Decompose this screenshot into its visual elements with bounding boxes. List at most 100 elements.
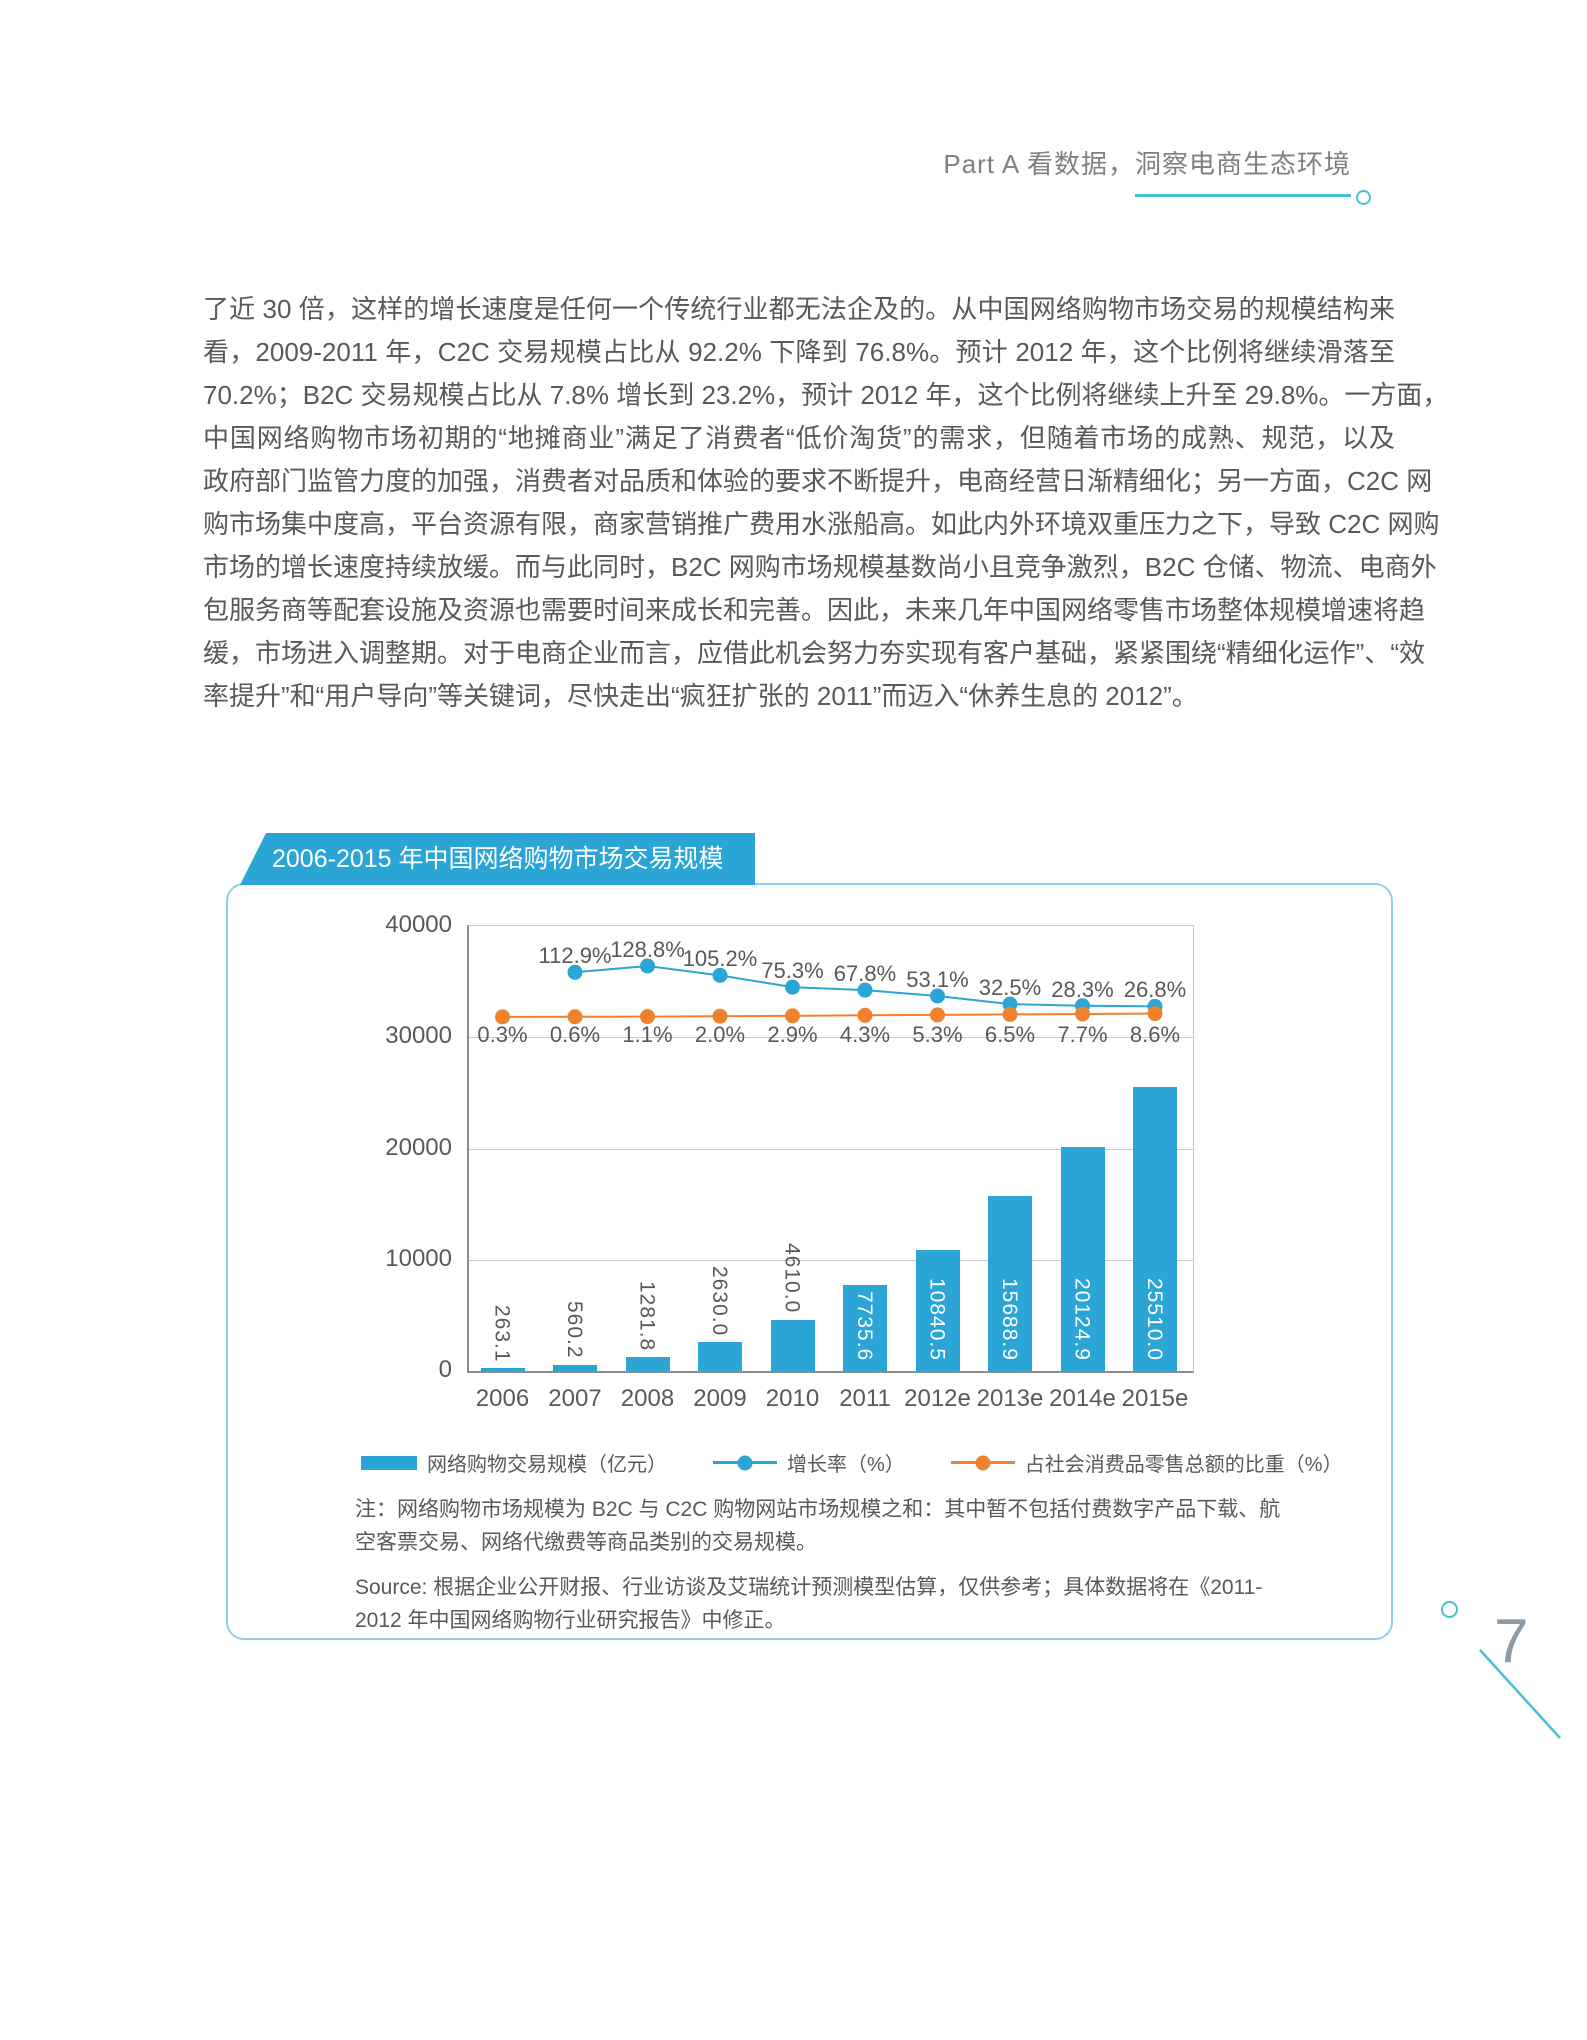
bar-value-label: 7735.6 bbox=[853, 1290, 876, 1361]
retail-share-point bbox=[640, 1009, 655, 1025]
page-number: 7 bbox=[1494, 1607, 1529, 1676]
bar-value-label: 2630.0 bbox=[708, 1265, 731, 1336]
retail-share-point bbox=[495, 1009, 510, 1025]
growth-rate-point bbox=[640, 958, 655, 974]
bar-2011 bbox=[843, 1284, 887, 1371]
paragraph-line: 缓，市场进入调整期。对于电商企业而言，应借此机会努力夯实现有客户基础，紧紧围绕“… bbox=[203, 638, 1425, 668]
legend-item-retail-share: 占社会消费品零售总额的比重（%） bbox=[950, 1448, 1343, 1477]
retail-share-point bbox=[1002, 1006, 1018, 1022]
paragraph-line: 政府部门监管力度的加强，消费者对品质和体验的要求不断提升，电商经营日渐精细化；另… bbox=[203, 466, 1433, 496]
gridline bbox=[469, 1148, 1193, 1150]
header-title-prefix: Part A 看数据， bbox=[943, 149, 1135, 179]
legend-label: 增长率（%） bbox=[787, 1454, 905, 1476]
bar-value-label: 4610.0 bbox=[780, 1243, 804, 1314]
legend-label: 网络购物交易规模（亿元） bbox=[427, 1454, 667, 1476]
x-axis-label: 2010 bbox=[765, 1385, 820, 1412]
chart-title-banner: 2006-2015 年中国网络购物市场交易规模 bbox=[240, 833, 755, 885]
bar-value-label: 25510.0 bbox=[1143, 1278, 1166, 1361]
growth-rate-point bbox=[1002, 996, 1018, 1012]
pct-label: 7.7% bbox=[1057, 1022, 1108, 1047]
pct-label: 0.3% bbox=[477, 1022, 528, 1047]
bar-value-label: 20124.9 bbox=[1070, 1278, 1094, 1361]
retail-share-point bbox=[930, 1007, 945, 1023]
growth-rate-point bbox=[930, 988, 945, 1004]
paragraph-line: 了近 30 倍，这样的增长速度是任何一个传统行业都无法企及的。从中国网络购物市场… bbox=[203, 294, 1395, 324]
paragraph-line: 看，2009-2011 年，C2C 交易规模占比从 92.2% 下降到 76.8… bbox=[203, 337, 1395, 367]
pct-label: 6.5% bbox=[984, 1022, 1036, 1047]
bar-value-label: 1281.8 bbox=[635, 1280, 659, 1351]
header-decoration-circle bbox=[1356, 190, 1371, 205]
x-axis-label: 2009 bbox=[693, 1385, 747, 1412]
bar-2007 bbox=[553, 1364, 597, 1371]
y-axis-tick-label: 0 bbox=[438, 1356, 452, 1383]
bar-2008 bbox=[625, 1356, 670, 1371]
legend-item-growth-rate: 增长率（%） bbox=[713, 1448, 905, 1477]
bar-value-label: 10840.5 bbox=[925, 1278, 949, 1361]
retail-share-point bbox=[712, 1008, 728, 1024]
pct-label: 26.8% bbox=[1123, 977, 1187, 1003]
line-dot-swatch-icon bbox=[713, 1455, 777, 1470]
chart-note: 注：网络购物市场规模为 B2C 与 C2C 购物网站市场规模之和：其中暂不包括付… bbox=[355, 1498, 1281, 1554]
x-axis-label: 2014e bbox=[1049, 1385, 1116, 1412]
chart-card: 0 10000 20000 30000 40000 263.1 2006 560.2 2007 1… bbox=[226, 883, 1393, 1640]
pct-label: 75.3% bbox=[761, 958, 824, 984]
paragraph-line: 购市场集中度高，平台资源有限，商家营销推广费用水涨船高。如此内外环境双重压力之下… bbox=[203, 509, 1440, 539]
gridline bbox=[469, 1037, 1193, 1039]
x-axis-label: 2006 bbox=[475, 1385, 530, 1412]
pct-label: 128.8% bbox=[610, 936, 685, 962]
chart-legend: 网络购物交易规模（亿元） 增长率（%） 占社会消费品零售总额的比重（%） bbox=[361, 1448, 1343, 1477]
footer-decoration-circle bbox=[1441, 1601, 1458, 1618]
retail-share-point bbox=[785, 1008, 800, 1024]
paragraph-line: 市场的增长速度持续放缓。而与此同时，B2C 网购市场规模基数尚小且竞争激烈，B2… bbox=[203, 552, 1437, 582]
pct-label: 2.9% bbox=[767, 1022, 818, 1047]
pct-label: 28.3% bbox=[1051, 976, 1114, 1002]
legend-label: 占社会消费品零售总额的比重（%） bbox=[1024, 1454, 1343, 1476]
bar-swatch-icon bbox=[361, 1455, 417, 1470]
y-axis-tick-label: 20000 bbox=[385, 1133, 452, 1161]
pct-label: 32.5% bbox=[978, 975, 1042, 1001]
bar-value-label: 560.2 bbox=[563, 1301, 586, 1359]
retail-share-point bbox=[567, 1009, 583, 1025]
bar-2009 bbox=[698, 1341, 742, 1371]
y-axis-tick-label: 30000 bbox=[385, 1022, 452, 1050]
bar-2010 bbox=[770, 1319, 815, 1371]
line-series-canvas bbox=[495, 958, 1163, 1025]
header-title-accent: 洞察电商生态环境 bbox=[1134, 144, 1351, 197]
legend-item-bar-series: 网络购物交易规模（亿元） bbox=[361, 1448, 667, 1477]
retail-share-point bbox=[857, 1007, 873, 1023]
retail-share-point bbox=[1075, 1006, 1090, 1022]
bar-value-label: 15688.9 bbox=[998, 1278, 1021, 1361]
pct-label: 67.8% bbox=[833, 961, 897, 987]
growth-rate-point bbox=[567, 964, 583, 980]
bar-2015e bbox=[1133, 1087, 1177, 1371]
body-paragraph: 了近 30 倍，这样的增长速度是任何一个传统行业都无法企及的。从中国网络购物市场… bbox=[203, 288, 1449, 718]
retail-share-point bbox=[1147, 1006, 1163, 1022]
bar-2014e bbox=[1060, 1147, 1105, 1371]
footer-decoration-line bbox=[1479, 1649, 1561, 1739]
line-dot-swatch-icon bbox=[950, 1455, 1015, 1470]
page-header: Part A 看数据，洞察电商生态环境 bbox=[943, 144, 1371, 205]
growth-rate-point bbox=[785, 979, 800, 995]
x-axis-label: 2015e bbox=[1121, 1385, 1189, 1412]
x-axis-label: 2011 bbox=[839, 1385, 891, 1412]
pct-label: 1.1% bbox=[622, 1022, 673, 1047]
growth-rate-point bbox=[857, 982, 873, 998]
pct-label: 105.2% bbox=[682, 946, 758, 972]
x-axis-label: 2012e bbox=[904, 1385, 971, 1412]
pct-label: 2.0% bbox=[694, 1022, 746, 1047]
x-axis-label: 2008 bbox=[620, 1385, 675, 1412]
x-axis-label: 2013e bbox=[976, 1385, 1044, 1412]
paragraph-line: 70.2%；B2C 交易规模占比从 7.8% 增长到 23.2%，预计 2012… bbox=[203, 380, 1449, 410]
pct-label: 5.3% bbox=[912, 1022, 963, 1047]
paragraph-line: 包服务商等配套设施及资源也需要时间来成长和完善。因此，未来几年中国网络零售市场整… bbox=[203, 595, 1426, 625]
pct-label: 4.3% bbox=[839, 1022, 891, 1047]
bar-2006 bbox=[480, 1368, 525, 1371]
y-axis-tick-label: 10000 bbox=[385, 1244, 452, 1272]
pct-label: 112.9% bbox=[538, 943, 612, 969]
bar-2012e bbox=[915, 1250, 960, 1371]
paragraph-line: 率提升”和“用户导向”等关键词，尽快走出“疯狂扩张的 2011”而迈入“休养生息… bbox=[203, 681, 1198, 711]
plot-area: 0 10000 20000 30000 40000 263.1 2006 560.2 2007 1… bbox=[385, 911, 1194, 1412]
bar-2013e bbox=[988, 1196, 1032, 1371]
chart-source: Source: 根据企业公开财报、行业访谈及艾瑞统计预测模型估算，仅供参考；具体… bbox=[355, 1576, 1263, 1632]
pct-label: 53.1% bbox=[906, 966, 969, 992]
